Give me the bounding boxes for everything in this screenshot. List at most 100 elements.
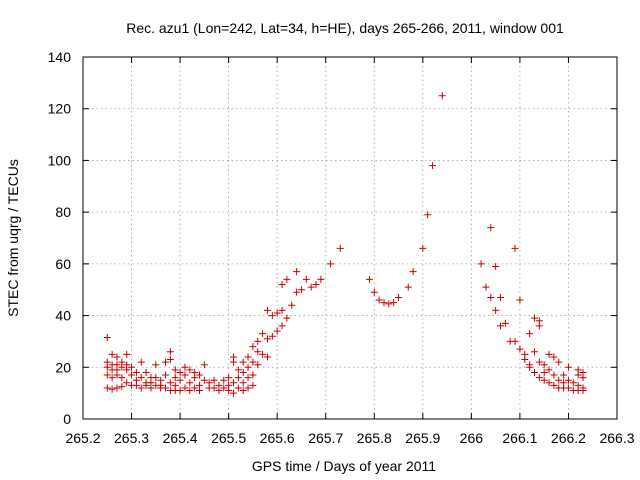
data-point <box>176 368 184 376</box>
data-point <box>526 330 534 338</box>
data-point <box>283 275 291 283</box>
data-point <box>118 363 126 371</box>
data-point <box>162 384 170 392</box>
data-point <box>302 275 310 283</box>
data-point <box>215 387 223 395</box>
data-point <box>162 358 170 366</box>
x-tick-label: 265.2 <box>65 430 100 446</box>
data-point <box>239 379 247 387</box>
data-point <box>429 162 437 170</box>
data-point <box>550 381 558 389</box>
data-point <box>288 301 296 309</box>
data-point <box>511 244 519 252</box>
data-point <box>254 348 262 356</box>
data-point <box>123 350 131 358</box>
x-tick-label: 265.8 <box>357 430 392 446</box>
data-point <box>390 299 398 307</box>
x-tick-label: 266.2 <box>551 430 586 446</box>
data-point <box>278 322 286 330</box>
data-point <box>225 387 233 395</box>
y-tick-label: 20 <box>55 359 71 375</box>
data-point <box>487 293 495 301</box>
x-tick-label: 265.3 <box>114 430 149 446</box>
data-point <box>147 384 155 392</box>
data-point <box>283 314 291 322</box>
x-tick-label: 266.1 <box>502 430 537 446</box>
data-point <box>191 374 199 382</box>
data-point <box>186 387 194 395</box>
data-point <box>142 381 150 389</box>
data-point <box>293 288 301 296</box>
data-point <box>254 361 262 369</box>
data-point <box>419 244 427 252</box>
data-point <box>273 309 281 317</box>
data-point <box>103 363 111 371</box>
data-point <box>540 376 548 384</box>
data-point <box>229 379 237 387</box>
data-point <box>317 275 325 283</box>
data-point <box>191 384 199 392</box>
data-point <box>409 268 417 276</box>
y-tick-label: 100 <box>48 152 72 168</box>
data-point <box>516 296 524 304</box>
data-point <box>249 343 257 351</box>
data-point <box>540 361 548 369</box>
data-point <box>118 374 126 382</box>
data-point <box>535 322 543 330</box>
data-point <box>123 366 131 374</box>
data-point <box>526 363 534 371</box>
data-point <box>259 350 267 358</box>
data-point <box>545 379 553 387</box>
y-axis-label: STEC from uqrg / TECUs <box>5 159 21 317</box>
data-point <box>142 368 150 376</box>
data-point <box>249 381 257 389</box>
data-points <box>103 92 587 397</box>
data-point <box>220 376 228 384</box>
data-point <box>132 381 140 389</box>
data-point <box>555 358 563 366</box>
data-point <box>166 379 174 387</box>
data-point <box>564 363 572 371</box>
data-point <box>487 224 495 232</box>
data-point <box>530 368 538 376</box>
data-point <box>186 366 194 374</box>
data-point <box>278 281 286 289</box>
data-point <box>545 366 553 374</box>
data-point <box>564 384 572 392</box>
x-tick-label: 265.5 <box>211 430 246 446</box>
data-point <box>210 376 218 384</box>
x-tick-label: 266 <box>460 430 484 446</box>
y-tick-label: 60 <box>55 256 71 272</box>
data-point <box>254 337 262 345</box>
data-point <box>239 368 247 376</box>
grid <box>83 57 617 419</box>
data-point <box>234 366 242 374</box>
data-point <box>569 379 577 387</box>
data-point <box>108 385 116 393</box>
data-point <box>186 379 194 387</box>
data-point <box>521 356 529 364</box>
x-axis-label: GPS time / Days of year 2011 <box>252 458 436 474</box>
data-point <box>181 384 189 392</box>
data-point <box>128 363 136 371</box>
data-point <box>501 319 509 327</box>
y-tick-label: 120 <box>48 101 72 117</box>
data-point <box>229 358 237 366</box>
data-point <box>574 371 582 379</box>
data-point <box>244 384 252 392</box>
data-point <box>118 383 126 391</box>
data-point <box>152 374 160 382</box>
data-point <box>113 371 121 379</box>
data-point <box>200 361 208 369</box>
data-point <box>336 244 344 252</box>
data-point <box>128 371 136 379</box>
data-point <box>103 384 111 392</box>
data-point <box>137 358 145 366</box>
data-point <box>108 350 116 358</box>
data-point <box>244 363 252 371</box>
data-point <box>564 376 572 384</box>
x-tick-label: 265.4 <box>163 430 198 446</box>
data-point <box>516 345 524 353</box>
